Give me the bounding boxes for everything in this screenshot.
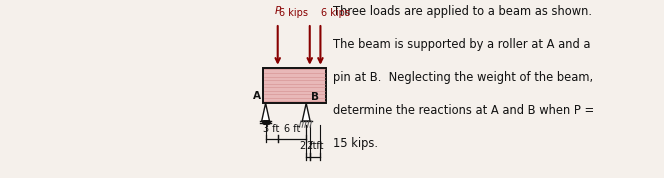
Text: A: A	[253, 91, 261, 101]
Text: P: P	[275, 6, 281, 16]
Text: determine the reactions at A and B when P =: determine the reactions at A and B when …	[333, 104, 594, 117]
Text: 2 ft: 2 ft	[299, 141, 316, 151]
Text: pin at B.  Neglecting the weight of the beam,: pin at B. Neglecting the weight of the b…	[333, 71, 593, 84]
Polygon shape	[262, 103, 270, 121]
Text: 3 ft: 3 ft	[264, 124, 280, 134]
Text: 6 ft: 6 ft	[284, 124, 300, 134]
Text: Three loads are applied to a beam as shown.: Three loads are applied to a beam as sho…	[333, 5, 592, 18]
Text: 6 kips: 6 kips	[279, 8, 308, 18]
Text: B: B	[311, 92, 319, 102]
Bar	[264, 68, 326, 103]
Text: 6 kips: 6 kips	[321, 8, 351, 18]
Text: 2 ft: 2 ft	[307, 141, 323, 151]
Text: 15 kips.: 15 kips.	[333, 137, 378, 150]
Polygon shape	[302, 103, 310, 121]
Text: The beam is supported by a roller at A and a: The beam is supported by a roller at A a…	[333, 38, 590, 51]
